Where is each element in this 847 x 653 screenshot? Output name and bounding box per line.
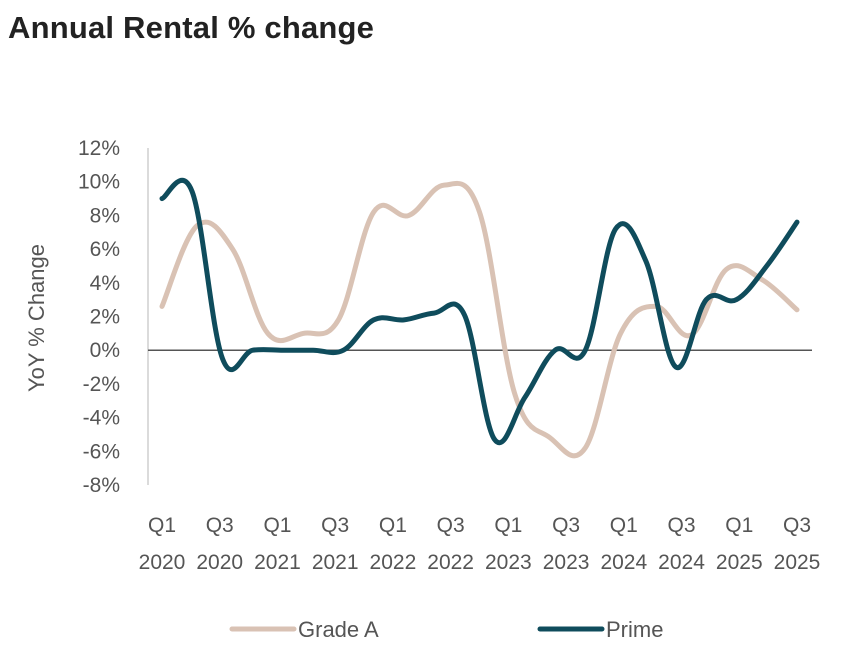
x-tick-label-year: 2022 (370, 551, 417, 574)
x-axis: Q1 2020 Q3 2020 Q1 2021 Q3 2021 Q1 2022 Q3 2022 Q1 20… (139, 349, 821, 574)
x-tick-label-quarter: Q1 (148, 514, 176, 537)
series-lines (159, 177, 800, 459)
x-tick-label-quarter: Q3 (437, 514, 465, 537)
legend-label-grade-a: Grade A (298, 617, 379, 642)
x-tick-label-year: 2021 (312, 551, 359, 574)
chart-title: Annual Rental % change (8, 10, 375, 45)
x-tick-label-year: 2025 (774, 551, 821, 574)
x-tick-label-quarter: Q3 (668, 514, 696, 537)
x-tick-label-year: 2023 (543, 551, 590, 574)
legend-label-prime: Prime (606, 617, 663, 642)
x-tick-label-quarter: Q3 (783, 514, 811, 537)
y-axis: 12% 10% 8% 6% 4% 2% 0% -2% -4% -6% -8% (78, 137, 149, 497)
x-tick-label-quarter: Q1 (379, 514, 407, 537)
x-tick-label-year: 2022 (427, 551, 474, 574)
x-tick-label-quarter: Q1 (494, 514, 522, 537)
x-tick-label-quarter: Q1 (725, 514, 753, 537)
legend: Grade A Prime (229, 617, 663, 642)
x-tick-label-quarter: Q1 (610, 514, 638, 537)
x-tick-label-quarter: Q1 (263, 514, 291, 537)
y-tick-label: 8% (90, 204, 120, 227)
y-axis-label: YoY % Change (24, 244, 49, 392)
x-tick-label-year: 2021 (254, 551, 301, 574)
y-tick-label: 2% (90, 306, 120, 329)
series-line-prime (159, 177, 800, 446)
x-tick-label-year: 2024 (600, 551, 647, 574)
x-tick-label-quarter: Q3 (552, 514, 580, 537)
x-tick-label-year: 2020 (139, 551, 186, 574)
y-tick-label: -2% (83, 373, 120, 396)
x-tick-label-year: 2024 (658, 551, 705, 574)
x-tick-label-year: 2020 (196, 551, 243, 574)
y-tick-label: 12% (78, 137, 120, 160)
y-tick-label: 6% (90, 238, 120, 261)
y-tick-label: 4% (90, 272, 120, 295)
y-tick-label: -6% (83, 440, 120, 463)
y-tick-label: -8% (83, 474, 120, 497)
y-tick-label: 10% (78, 171, 120, 194)
x-tick-label-year: 2023 (485, 551, 532, 574)
y-tick-label: -4% (83, 407, 120, 430)
x-tick-label-quarter: Q3 (206, 514, 234, 537)
series-line-grade-a (159, 180, 800, 459)
x-tick-label-quarter: Q3 (321, 514, 349, 537)
x-tick-label-year: 2025 (716, 551, 763, 574)
y-tick-label: 0% (90, 339, 120, 362)
